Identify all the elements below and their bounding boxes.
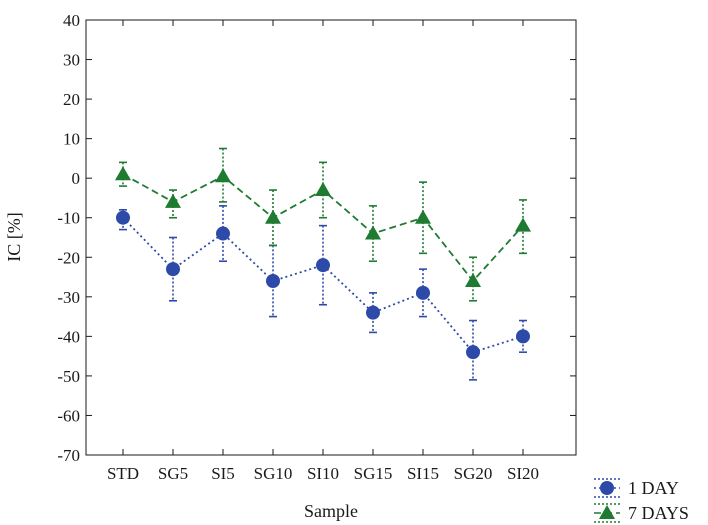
x-tick-label: SG5: [158, 464, 188, 483]
legend-marker: [600, 481, 614, 495]
y-tick-label: -70: [57, 446, 80, 465]
legend: 1 DAY 7 DAYS: [594, 478, 689, 523]
legend-label-1-day: 1 DAY: [628, 478, 679, 498]
data-point: [115, 166, 131, 181]
x-tick-label: SI5: [211, 464, 235, 483]
y-tick-label: -40: [57, 327, 80, 346]
data-point: [416, 285, 430, 300]
y-tick-label: -60: [57, 406, 80, 425]
x-axis: STD SG5 SI5 SG10 SI10 SG15 SI15 SG20 SI20: [107, 20, 539, 483]
data-point: [315, 182, 331, 197]
series-2: [115, 147, 531, 302]
data-point: [516, 329, 530, 344]
legend-item-1-day: 1 DAY: [594, 478, 679, 498]
data-point: [415, 209, 431, 224]
legend-marker: [599, 505, 615, 519]
series-layer: [115, 147, 531, 381]
data-point: [365, 225, 381, 240]
data-point: [265, 209, 281, 224]
series-1: [116, 205, 530, 381]
legend-item-7-days: 7 DAYS: [594, 503, 689, 523]
legend-label-7-days: 7 DAYS: [628, 503, 689, 523]
x-tick-label: SI15: [407, 464, 439, 483]
data-point: [316, 258, 330, 273]
y-tick-label: 0: [72, 169, 81, 188]
data-point: [366, 305, 380, 320]
y-tick-label: -20: [57, 248, 80, 267]
x-tick-label: STD: [107, 464, 139, 483]
x-axis-title: Sample: [304, 501, 358, 521]
data-point: [465, 273, 481, 287]
data-point: [266, 274, 280, 288]
data-point: [515, 217, 531, 232]
y-tick-label: -50: [57, 367, 80, 386]
y-axis: 40 30 20 10 0 -10 -20 -30 -40 -50 -60 -70: [57, 11, 576, 465]
legend-swatch-7-days: [594, 503, 620, 523]
y-tick-label: 20: [63, 90, 80, 109]
x-tick-label: SG10: [254, 464, 293, 483]
data-point: [466, 345, 480, 360]
y-tick-label: 30: [63, 51, 80, 70]
data-point: [165, 193, 181, 208]
data-point: [216, 226, 230, 241]
data-point: [215, 168, 231, 183]
y-axis-title: IC [%]: [4, 212, 24, 261]
data-point: [116, 210, 130, 225]
plot-frame: [85, 19, 577, 456]
y-tick-label: 40: [63, 11, 80, 30]
x-tick-label: SI20: [507, 464, 539, 483]
x-tick-label: SG15: [354, 464, 393, 483]
x-tick-label: SI10: [307, 464, 339, 483]
y-tick-label: 10: [63, 130, 80, 149]
y-tick-label: -30: [57, 288, 80, 307]
y-tick-label: -10: [57, 209, 80, 228]
data-point: [166, 262, 180, 277]
legend-swatch-1-day: [594, 478, 620, 498]
x-tick-label: SG20: [454, 464, 493, 483]
